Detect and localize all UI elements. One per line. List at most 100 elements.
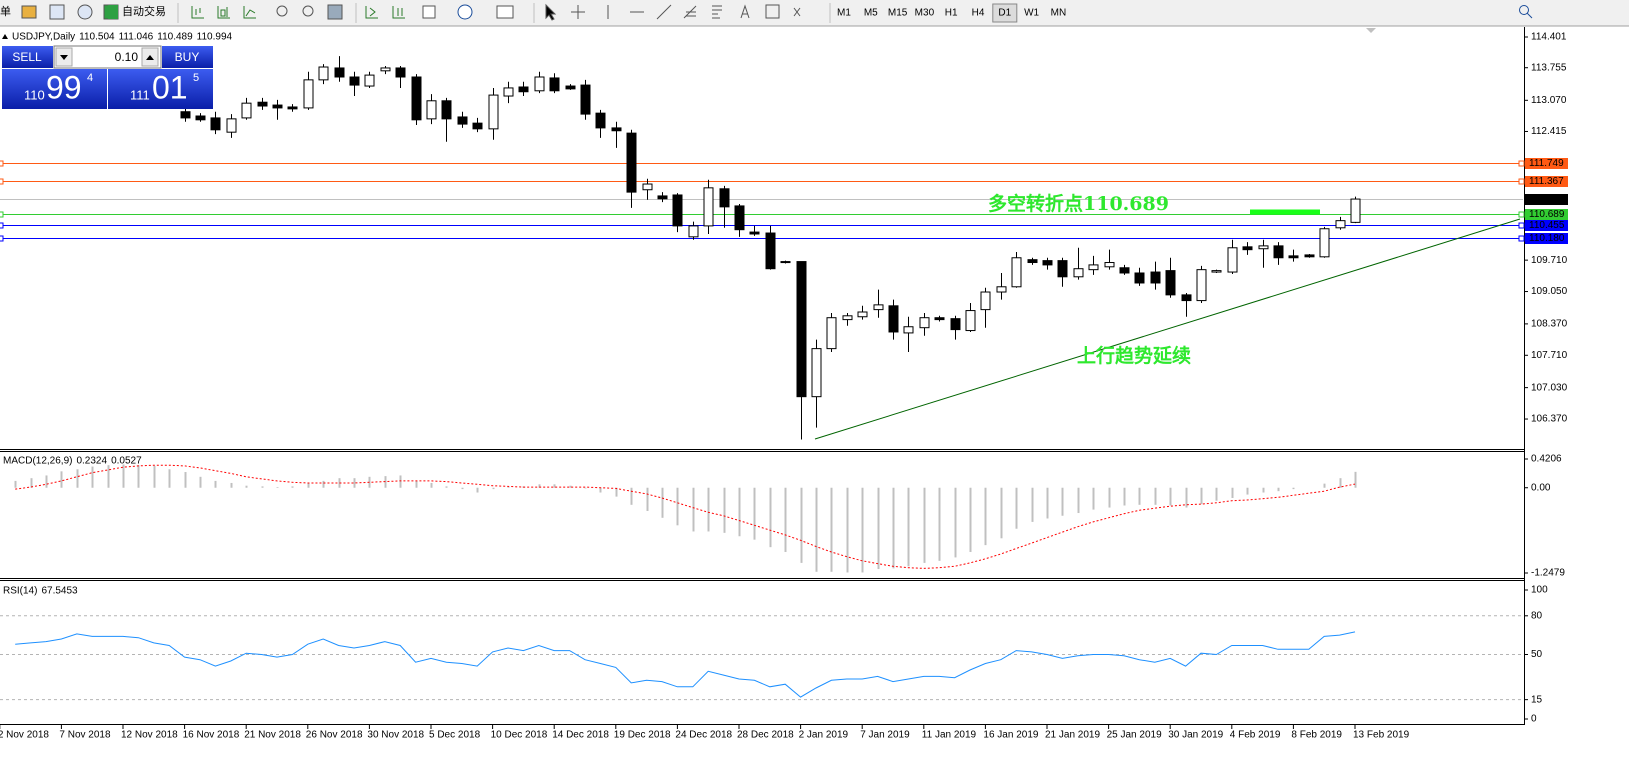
ask-box[interactable] xyxy=(108,69,213,109)
icon[interactable] xyxy=(496,5,514,19)
timeframe-button[interactable]: H4 xyxy=(972,8,985,19)
line-handle xyxy=(0,211,4,218)
candle-body xyxy=(642,183,653,191)
icon[interactable] xyxy=(571,5,585,19)
candle-body xyxy=(580,84,591,115)
y-tick-label: 107.030 xyxy=(1531,382,1568,393)
x-tick-label: 5 Dec 2018 xyxy=(429,730,481,741)
y-tick-label: 80 xyxy=(1531,610,1543,621)
y-tick-label: 109.050 xyxy=(1531,286,1568,297)
sell-label[interactable]: SELL xyxy=(12,50,42,64)
toolbar xyxy=(0,0,1629,26)
buy-button[interactable] xyxy=(162,46,213,68)
icon[interactable] xyxy=(21,5,37,19)
candle-body xyxy=(934,317,945,321)
icon[interactable] xyxy=(457,4,473,20)
timeframe-button[interactable]: M1 xyxy=(837,8,851,19)
lot-value[interactable]: 0.10 xyxy=(115,50,139,64)
candle-body xyxy=(1181,294,1192,302)
price-label-bg xyxy=(1525,233,1568,244)
menu-text[interactable]: 单 xyxy=(0,5,11,18)
bid-fraction: 4 xyxy=(87,72,93,84)
line-handle xyxy=(1518,235,1525,242)
icon[interactable] xyxy=(243,6,256,19)
icon[interactable] xyxy=(765,4,780,19)
x-tick-label: 4 Feb 2019 xyxy=(1230,730,1281,741)
annotation: 上行趋势延续 xyxy=(1077,344,1191,367)
timeframe-active xyxy=(992,3,1018,23)
icon[interactable] xyxy=(422,5,436,19)
sell-button[interactable] xyxy=(2,46,53,68)
header-value: RSI(14) xyxy=(3,585,37,596)
icon[interactable] xyxy=(793,7,801,17)
icon[interactable] xyxy=(683,5,697,19)
candle-body xyxy=(272,104,283,109)
candle-body xyxy=(1165,270,1176,296)
timeframe-button[interactable]: MN xyxy=(1051,8,1067,19)
bid-box[interactable] xyxy=(2,69,107,109)
price-label-bg xyxy=(1525,220,1568,231)
candle-body xyxy=(1242,246,1253,251)
icon[interactable] xyxy=(49,4,65,20)
candle-body xyxy=(303,79,314,109)
rsi-line xyxy=(15,631,1356,698)
timeframe-button[interactable]: M5 xyxy=(864,8,878,19)
icon[interactable] xyxy=(392,6,405,19)
line-handle xyxy=(0,160,4,167)
icon[interactable] xyxy=(656,4,672,20)
price-label: 110.180 xyxy=(1529,233,1565,244)
trade-panel: SELL 0.10 BUY 110 99 4 111 01 5 xyxy=(2,45,213,109)
y-tick-label: 113.070 xyxy=(1531,95,1567,106)
search-icon[interactable] xyxy=(1519,5,1529,15)
icon[interactable] xyxy=(302,5,314,17)
candle-body xyxy=(441,100,452,120)
candle-body xyxy=(395,67,406,78)
icon[interactable] xyxy=(191,6,204,19)
price-label: 110.689 xyxy=(1529,209,1565,220)
icon[interactable] xyxy=(365,6,378,19)
candle-body xyxy=(380,67,391,72)
icon[interactable] xyxy=(327,4,343,20)
x-tick-label: 28 Dec 2018 xyxy=(737,730,794,741)
y-tick-label: 0.4206 xyxy=(1531,454,1562,465)
timeframe-button[interactable]: M15 xyxy=(888,8,908,19)
timeframe-button[interactable]: M30 xyxy=(915,8,935,19)
timeframe-button[interactable]: H1 xyxy=(945,8,958,19)
buy-label[interactable]: BUY xyxy=(175,50,200,64)
y-tick-label: 112.415 xyxy=(1531,126,1567,137)
lot-field[interactable] xyxy=(53,45,162,69)
candle-body xyxy=(1335,220,1346,229)
shift-marker xyxy=(1366,28,1376,33)
y-tick-label: -1.2479 xyxy=(1531,568,1565,579)
candle-body xyxy=(488,94,499,130)
y-tick-label: 15 xyxy=(1531,694,1543,705)
auto-trade-icon[interactable] xyxy=(108,5,118,19)
icon[interactable] xyxy=(276,5,288,17)
icon[interactable] xyxy=(545,3,557,21)
candle-body xyxy=(1304,254,1315,258)
candle-body xyxy=(857,311,868,318)
candle-body xyxy=(811,348,822,398)
timeframe-button[interactable]: D1 xyxy=(998,8,1011,19)
candle-body xyxy=(226,118,237,133)
candle-body xyxy=(1088,264,1099,271)
icon[interactable] xyxy=(740,4,750,19)
candle-body xyxy=(349,76,360,86)
search-icon[interactable] xyxy=(1526,12,1533,19)
icon[interactable] xyxy=(712,5,722,19)
timeframe-button[interactable]: W1 xyxy=(1024,8,1039,19)
candle-body xyxy=(626,132,637,193)
icon[interactable] xyxy=(77,4,93,20)
candle-body xyxy=(688,225,699,238)
price-label-bg xyxy=(1525,176,1568,187)
candle-body xyxy=(1134,272,1145,284)
x-tick-label: 30 Jan 2019 xyxy=(1168,730,1223,741)
header-value: MACD(12,26,9) xyxy=(3,455,72,466)
candle-body xyxy=(1104,262,1115,268)
icon[interactable] xyxy=(217,6,230,19)
candle-body xyxy=(950,318,961,331)
candle-body xyxy=(595,112,606,129)
y-tick-label: 0 xyxy=(1531,714,1537,725)
auto-trade-button[interactable]: 自动交易 xyxy=(122,4,166,18)
